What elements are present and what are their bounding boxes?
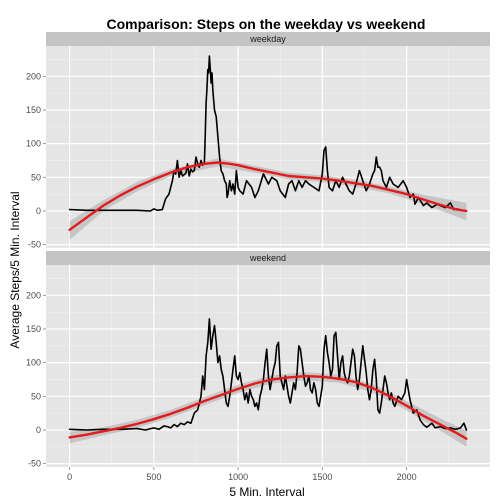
y-tick-label: 150 xyxy=(26,324,41,334)
y-tick-label: 100 xyxy=(26,358,41,368)
y-axis-label: Average Steps/5 Min. Interval xyxy=(8,191,22,348)
confidence-band xyxy=(69,158,467,240)
facet-strip-label: weekday xyxy=(249,34,286,44)
panel-background xyxy=(46,46,490,248)
facet-strip-label: weekend xyxy=(249,253,286,263)
y-tick-label: -50 xyxy=(28,240,41,250)
y-tick-label: 50 xyxy=(31,391,41,401)
smooth-trend-line xyxy=(68,161,468,231)
facet-panel-weekend: weekend -50 0 50 100 150 200 xyxy=(26,251,490,469)
facet-strip xyxy=(46,32,490,46)
y-tick-label: 0 xyxy=(36,206,41,216)
panel-data xyxy=(68,55,468,240)
steps-line xyxy=(68,318,468,431)
x-tick-label: 500 xyxy=(146,472,161,482)
smooth-trend-line xyxy=(68,374,468,440)
facet-panel-weekday: weekday -50 0 50 100 150 200 xyxy=(26,32,490,250)
x-tick-label: 1000 xyxy=(228,472,248,482)
steps-line xyxy=(68,55,468,212)
y-tick-label: 100 xyxy=(26,139,41,149)
y-tick-label: 50 xyxy=(31,172,41,182)
x-tick-label: 2000 xyxy=(397,472,417,482)
x-axis-label: 5 Min. Interval xyxy=(229,485,304,499)
y-tick-label: 0 xyxy=(36,425,41,435)
y-tick-label: 200 xyxy=(26,290,41,300)
x-axis: 0 500 1000 1500 2000 xyxy=(67,467,417,482)
chart-title: Comparison: Steps on the weekday vs week… xyxy=(107,16,426,32)
y-tick-label: 200 xyxy=(26,71,41,81)
facet-strip xyxy=(46,251,490,265)
panel-data xyxy=(68,318,468,447)
y-tick-label: 150 xyxy=(26,105,41,115)
x-tick-label: 0 xyxy=(67,472,72,482)
y-tick-label: -50 xyxy=(28,459,41,469)
facet-panels: weekday -50 0 50 100 150 200 weekend -50 0 50 100 15… xyxy=(26,32,490,469)
x-tick-label: 1500 xyxy=(312,472,332,482)
